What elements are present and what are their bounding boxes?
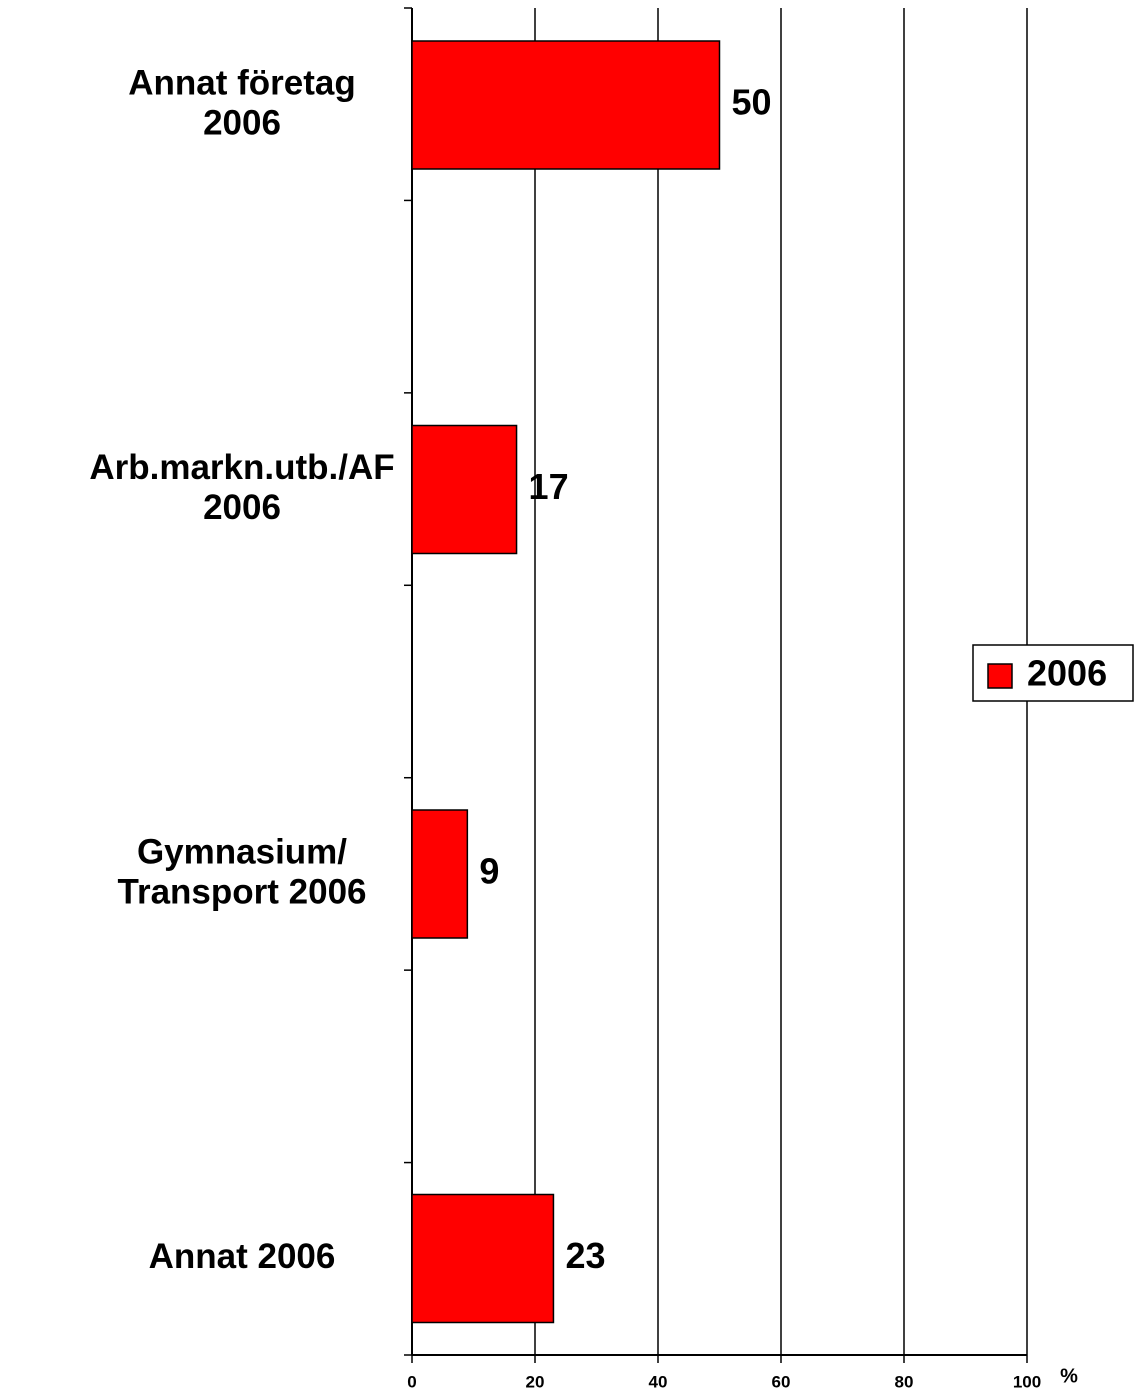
bar (411, 809, 469, 939)
x-tick-label: 0 (407, 1372, 416, 1391)
data-label: 9 (479, 851, 499, 892)
x-axis-label: % (1060, 1365, 1078, 1387)
y-tick-label: Transport 2006 (118, 872, 367, 911)
y-tick-label: Gymnasium/ (137, 832, 347, 871)
y-tick-label: Arb.markn.utb./AF (89, 448, 394, 487)
y-tick-label: 2006 (203, 103, 281, 142)
data-label: 23 (565, 1235, 605, 1276)
x-tick-label: 40 (649, 1372, 668, 1391)
y-tick-label: Annat företag (128, 63, 356, 102)
bar (411, 424, 518, 555)
data-label: 50 (732, 82, 772, 123)
x-tick-label: 100 (1013, 1372, 1041, 1391)
x-tick-label: 80 (895, 1372, 914, 1391)
data-label: 17 (529, 466, 569, 507)
y-tick-label: Annat 2006 (149, 1237, 336, 1276)
bar (411, 1193, 555, 1324)
y-tick-label: 2006 (203, 488, 281, 527)
legend-label: 2006 (1027, 653, 1107, 694)
bar (411, 40, 721, 170)
x-tick-label: 60 (772, 1372, 791, 1391)
legend-swatch (987, 663, 1013, 689)
x-tick-label: 20 (526, 1372, 545, 1391)
